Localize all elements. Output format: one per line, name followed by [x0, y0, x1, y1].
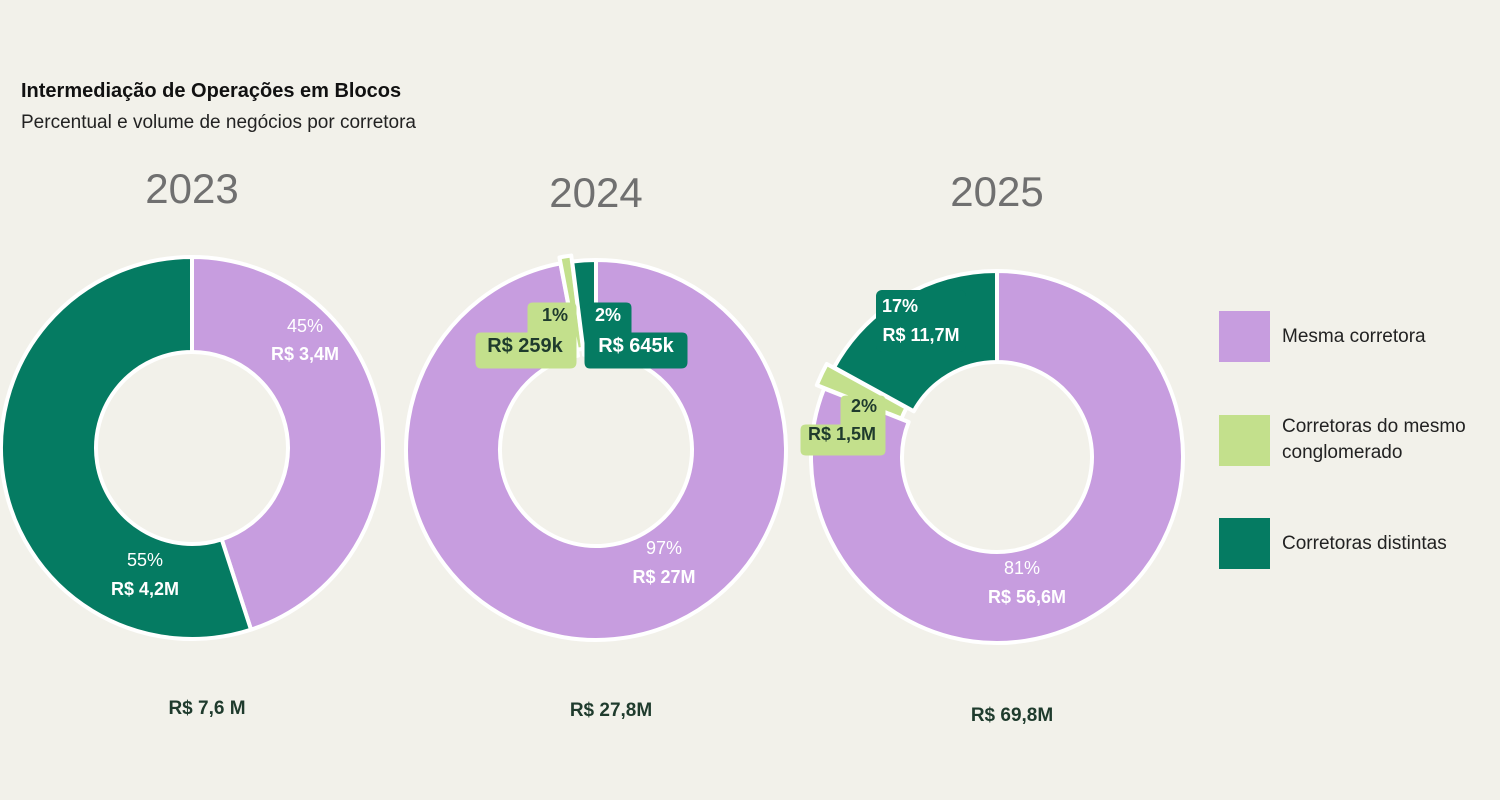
legend-item-conglomerado: Corretoras do mesmo conglomerado	[1219, 414, 1500, 466]
chart-total-2023: R$ 7,6 M	[168, 698, 245, 719]
chart-total-2024: R$ 27,8M	[570, 700, 652, 721]
chart-subtitle: Percentual e volume de negócios por corr…	[21, 112, 417, 133]
slice-label-box-2025-1	[800, 395, 886, 456]
donut-slice-2023-1	[0, 255, 254, 641]
slice-label-box-2024-2	[584, 302, 688, 369]
slice-value-2025-2: R$ 11,7M	[882, 325, 959, 345]
chart-title: Intermediação de Operações em Blocos	[21, 80, 402, 102]
legend-item-mesma-corretora: Mesma corretora	[1219, 311, 1500, 362]
slice-percent-2025-2: 17%	[882, 296, 918, 316]
slice-value-2025-1: R$ 1,5M	[808, 424, 876, 444]
donut-slice-2025-0	[809, 269, 1185, 645]
slice-label-box-2024-1	[475, 302, 577, 369]
slice-percent-2024-2: 2%	[595, 305, 621, 325]
legend-item-distintas: Corretoras distintas	[1219, 518, 1500, 569]
slice-value-2025-0: R$ 56,6M	[988, 587, 1066, 607]
slice-label-box-2025-2	[876, 290, 966, 352]
legend-swatch-mesma-corretora	[1219, 311, 1270, 362]
slice-value-2024-0: R$ 27M	[632, 567, 695, 587]
slice-value-2023-1: R$ 4,2M	[111, 579, 179, 599]
chart-total-2025: R$ 69,8M	[971, 705, 1053, 726]
donut-slice-2023-0	[190, 255, 385, 632]
legend-swatch-conglomerado	[1219, 414, 1270, 466]
chart-year-2024: 2024	[549, 169, 642, 216]
slice-percent-2023-0: 45%	[287, 316, 323, 336]
chart-year-2023: 2023	[145, 165, 238, 212]
legend-label-mesma-corretora: Mesma corretora	[1282, 325, 1426, 347]
slice-value-2024-1: R$ 259k	[487, 335, 563, 357]
legend-swatch-distintas	[1219, 518, 1270, 569]
slice-percent-2025-0: 81%	[1004, 558, 1040, 578]
legend-label-distintas: Corretoras distintas	[1282, 532, 1447, 554]
slice-percent-2025-1: 2%	[851, 396, 877, 416]
slice-percent-2024-0: 97%	[646, 538, 682, 558]
slice-value-2023-0: R$ 3,4M	[271, 344, 339, 364]
chart-year-2025: 2025	[950, 168, 1043, 215]
legend-label-conglomerado: Corretoras do mesmo conglomerado	[1282, 416, 1466, 463]
slice-percent-2023-1: 55%	[127, 550, 163, 570]
slice-value-2024-2: R$ 645k	[598, 335, 674, 357]
slice-percent-2024-1: 1%	[542, 305, 568, 325]
